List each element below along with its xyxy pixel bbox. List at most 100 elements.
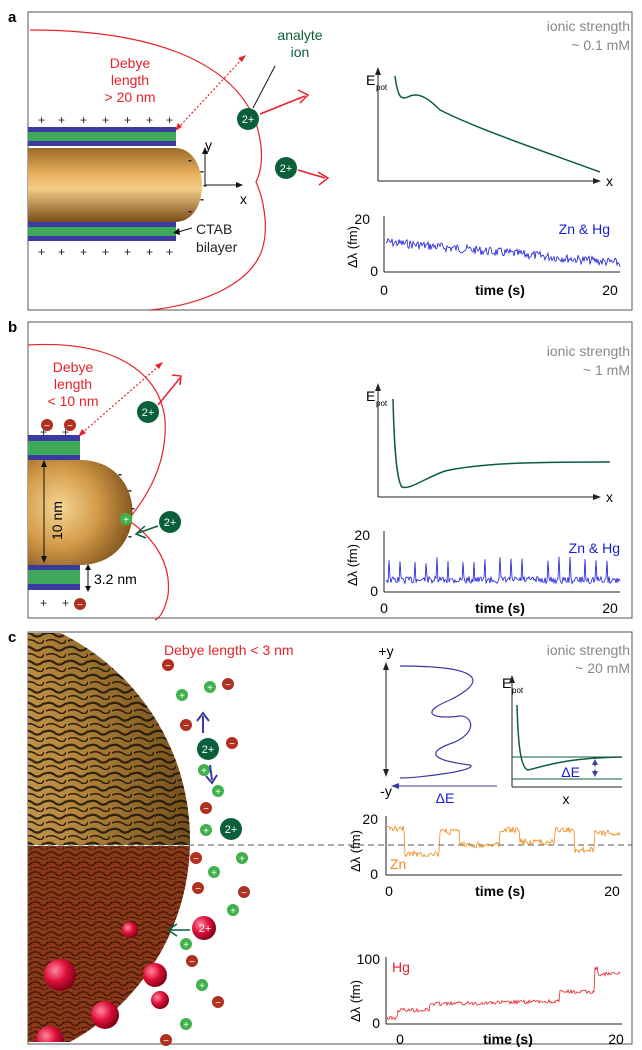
ctab-bilayer-bottom — [28, 222, 176, 241]
svg-text:~ 0.1 mM: ~ 0.1 mM — [571, 37, 630, 53]
ctab-bilayer-b-bottom — [28, 564, 80, 590]
svg-text:0: 0 — [370, 866, 378, 882]
svg-text:0: 0 — [385, 883, 393, 899]
svg-text:pot: pot — [512, 686, 524, 695]
svg-text:+: + — [183, 1020, 189, 1031]
svg-text:20: 20 — [354, 527, 370, 543]
svg-text:+: + — [230, 906, 236, 917]
svg-text:-: - — [188, 204, 192, 218]
svg-text:pot: pot — [376, 399, 388, 408]
analyte-pointer — [252, 65, 276, 109]
svg-text:0: 0 — [380, 600, 388, 616]
svg-text:x: x — [606, 173, 613, 189]
svg-text:-y: -y — [380, 783, 392, 799]
svg-text:CTAB: CTAB — [196, 221, 232, 237]
svg-text:ΔE: ΔE — [561, 764, 580, 780]
svg-text:time (s): time (s) — [475, 600, 525, 616]
panel-c: c Debye length < 3 nm − + + − − − — [8, 629, 633, 1047]
svg-text:E: E — [502, 675, 511, 691]
panel-a-label: a — [8, 9, 17, 26]
svg-text:-: - — [128, 483, 132, 497]
svg-text:−: − — [163, 1036, 169, 1047]
analyte-ion-c-2: 2+ — [220, 818, 242, 840]
svg-text:< 10 nm: < 10 nm — [48, 393, 99, 409]
svg-text:-: - — [200, 164, 204, 178]
epot-plot-a: E pot x — [366, 67, 613, 189]
svg-text:0: 0 — [370, 583, 378, 599]
svg-text:+: + — [62, 425, 69, 439]
svg-text:+: + — [102, 245, 109, 259]
svg-text:2+: 2+ — [225, 824, 238, 836]
svg-text:+: + — [183, 940, 189, 951]
svg-text:−: − — [189, 957, 195, 968]
svg-text:+: + — [166, 245, 173, 259]
ctab-label: CTAB bilayer — [196, 221, 238, 255]
svg-text:-: - — [200, 192, 204, 206]
axis-x-label: x — [240, 191, 247, 207]
svg-text:−: − — [67, 421, 73, 432]
svg-text:+y: +y — [378, 643, 393, 659]
cation-site — [120, 513, 132, 525]
analyte-ion-2: 2+ — [275, 157, 297, 179]
trace-b: 20 0 0 20 time (s) Δλ (fm) Zn & Hg — [345, 527, 621, 616]
svg-text:Zn & Hg: Zn & Hg — [569, 540, 620, 556]
svg-text:E: E — [366, 388, 375, 404]
panel-b: b + + + + − − − ---- + 10 nm — [8, 319, 633, 621]
debye-boundary — [29, 29, 266, 311]
svg-text:pot: pot — [376, 83, 388, 92]
epot-plot-b: E pot x — [366, 383, 613, 505]
svg-text:time (s): time (s) — [475, 282, 525, 298]
svg-text:~ 1 mM: ~ 1 mM — [583, 362, 630, 378]
svg-text:Zn: Zn — [390, 856, 406, 872]
debye-length-label: Debye length > 20 nm — [105, 55, 156, 105]
svg-text:−: − — [229, 739, 235, 750]
svg-text:20: 20 — [602, 600, 618, 616]
svg-text:x: x — [606, 489, 613, 505]
ionic-strength-a: ionic strength ~ 0.1 mM — [547, 18, 630, 53]
svg-text:2+: 2+ — [242, 114, 255, 126]
svg-text:+: + — [124, 113, 131, 127]
svg-text:2+: 2+ — [142, 407, 155, 419]
analyte-ion-c-1: 2+ — [197, 738, 219, 760]
svg-text:2+: 2+ — [202, 744, 215, 756]
svg-text:+: + — [58, 245, 65, 259]
svg-text:ionic strength: ionic strength — [547, 642, 630, 658]
svg-text:0: 0 — [396, 1031, 404, 1047]
svg-text:ionic strength: ionic strength — [547, 18, 630, 34]
svg-text:+: + — [62, 596, 69, 610]
svg-text:+: + — [211, 868, 217, 879]
svg-text:0: 0 — [380, 282, 388, 298]
svg-text:+: + — [58, 113, 65, 127]
epot-plot-c: E pot x ΔE — [502, 675, 623, 807]
dimension-10nm: 10 nm — [49, 501, 65, 540]
svg-text:−: − — [165, 661, 171, 672]
svg-text:-: - — [118, 467, 122, 481]
svg-text:+: + — [40, 596, 47, 610]
svg-text:+: + — [207, 683, 213, 694]
rough-red-surface — [28, 846, 190, 1042]
svg-text:2+: 2+ — [199, 923, 212, 935]
svg-text:+: + — [80, 245, 87, 259]
svg-text:bilayer: bilayer — [196, 239, 238, 255]
debye-length-label-b: Debye length < 10 nm — [48, 359, 99, 409]
rough-gold-surface — [28, 633, 190, 845]
svg-text:−: − — [44, 421, 50, 432]
svg-text:+: + — [215, 787, 221, 798]
svg-text:−: − — [203, 804, 209, 815]
surface-charges-b: + + + + — [40, 425, 69, 610]
svg-text:Debye: Debye — [110, 55, 151, 71]
svg-text:+: + — [40, 425, 47, 439]
svg-text:0: 0 — [370, 263, 378, 279]
svg-text:+: + — [166, 113, 173, 127]
dimension-3-2nm: 3.2 nm — [94, 571, 137, 587]
svg-text:-: - — [128, 529, 132, 543]
svg-text:20: 20 — [604, 883, 620, 899]
svg-text:Debye: Debye — [53, 359, 94, 375]
svg-text:-: - — [131, 501, 135, 515]
svg-text:Δλ (fm): Δλ (fm) — [345, 226, 360, 268]
panel-c-label: c — [8, 629, 16, 646]
svg-text:+: + — [179, 691, 185, 702]
svg-text:+: + — [146, 245, 153, 259]
svg-text:+: + — [123, 515, 129, 526]
svg-text:−: − — [225, 680, 231, 691]
